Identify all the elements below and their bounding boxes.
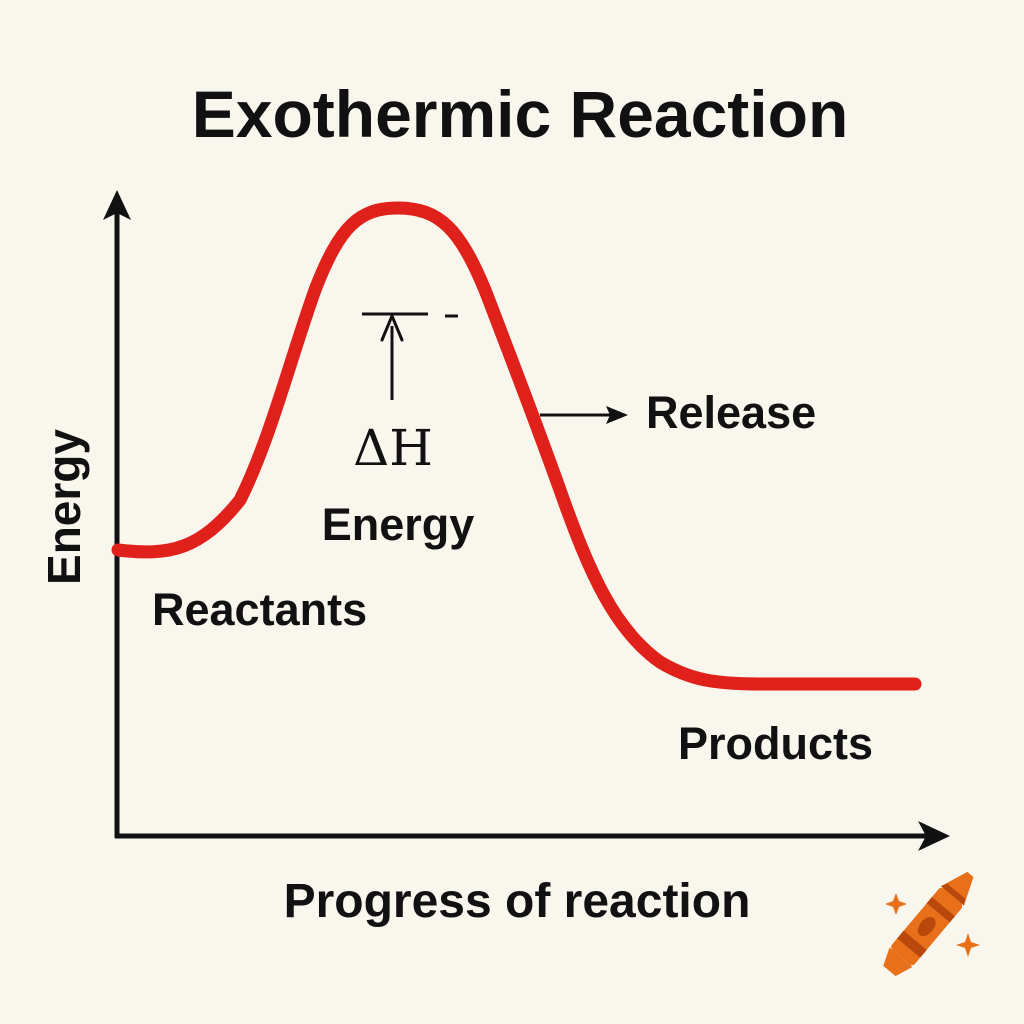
x-axis-label: Progress of reaction bbox=[284, 875, 751, 928]
release-label: Release bbox=[646, 387, 816, 438]
diagram-title: Exothermic Reaction bbox=[192, 77, 849, 151]
y-axis-arrowhead bbox=[103, 190, 131, 220]
energy-label: Energy bbox=[322, 499, 475, 550]
products-label: Products bbox=[678, 718, 873, 769]
delta-h-label: ΔH bbox=[353, 419, 433, 477]
y-axis-label: Energy bbox=[38, 429, 90, 585]
sparkle-icon bbox=[956, 933, 980, 957]
release-arrowhead bbox=[606, 406, 628, 424]
crayon-icon bbox=[883, 871, 974, 977]
reactants-label: Reactants bbox=[152, 584, 367, 635]
energy-curve bbox=[111, 201, 922, 691]
x-axis-arrowhead bbox=[918, 821, 950, 851]
sparkle-icon bbox=[885, 893, 907, 915]
delta-h-arrowhead bbox=[380, 314, 404, 342]
